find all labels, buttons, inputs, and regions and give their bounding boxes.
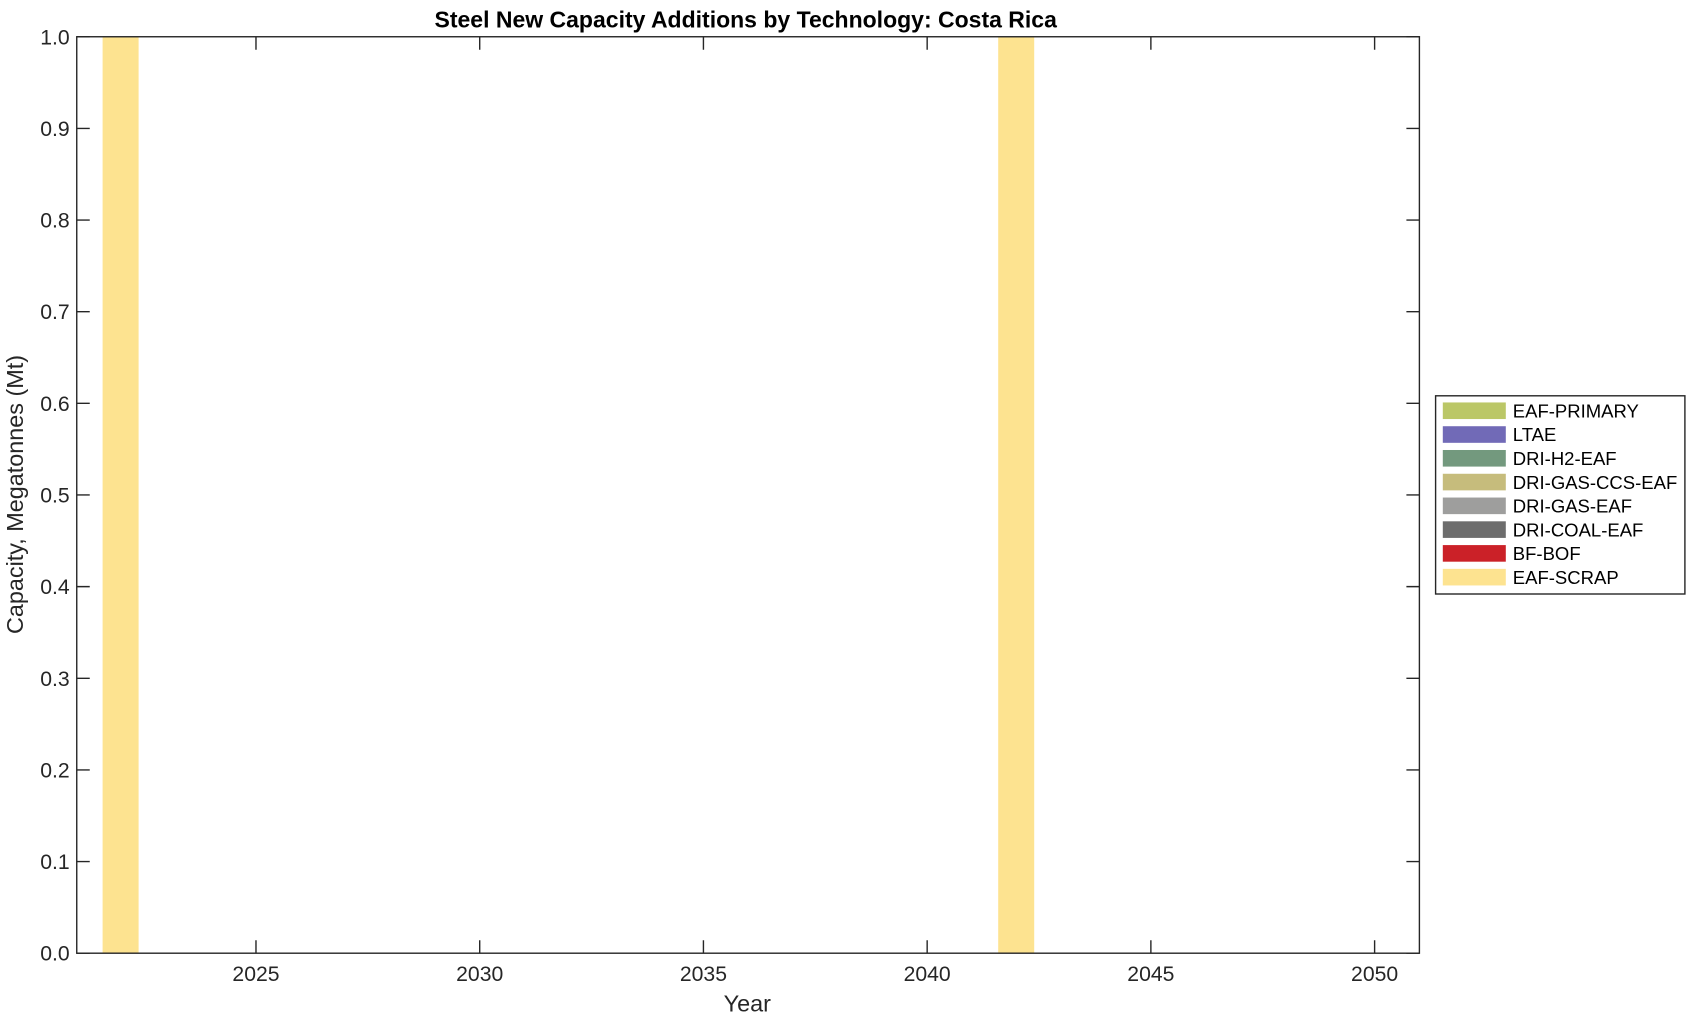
svg-text:DRI-COAL-EAF: DRI-COAL-EAF [1513,519,1644,540]
svg-text:DRI-GAS-EAF: DRI-GAS-EAF [1513,496,1632,517]
svg-text:DRI-GAS-CCS-EAF: DRI-GAS-CCS-EAF [1513,472,1677,493]
svg-text:2050: 2050 [1351,963,1398,986]
svg-text:0.2: 0.2 [40,759,69,782]
svg-text:0.5: 0.5 [40,484,69,507]
svg-text:0.3: 0.3 [40,668,69,691]
svg-text:2025: 2025 [232,963,279,986]
svg-text:Steel New Capacity Additions b: Steel New Capacity Additions by Technolo… [434,7,1057,33]
svg-text:Year: Year [724,990,771,1016]
svg-text:0.9: 0.9 [40,118,69,141]
svg-text:0.8: 0.8 [40,210,69,233]
svg-text:LTAE: LTAE [1513,424,1557,445]
svg-text:0.4: 0.4 [40,576,70,599]
svg-text:2030: 2030 [456,963,503,986]
svg-text:EAF-PRIMARY: EAF-PRIMARY [1513,400,1639,421]
svg-text:0.6: 0.6 [40,393,69,416]
svg-text:DRI-H2-EAF: DRI-H2-EAF [1513,448,1617,469]
svg-text:2040: 2040 [904,963,951,986]
svg-text:0.7: 0.7 [40,301,69,324]
svg-text:2035: 2035 [680,963,727,986]
svg-text:1.0: 1.0 [40,26,69,49]
svg-text:0.0: 0.0 [40,943,69,966]
svg-text:0.1: 0.1 [40,851,69,874]
svg-text:2045: 2045 [1127,963,1174,986]
svg-text:BF-BOF: BF-BOF [1513,543,1581,564]
svg-text:EAF-SCRAP: EAF-SCRAP [1513,567,1619,588]
svg-text:Capacity, Megatonnes (Mt): Capacity, Megatonnes (Mt) [2,355,28,634]
